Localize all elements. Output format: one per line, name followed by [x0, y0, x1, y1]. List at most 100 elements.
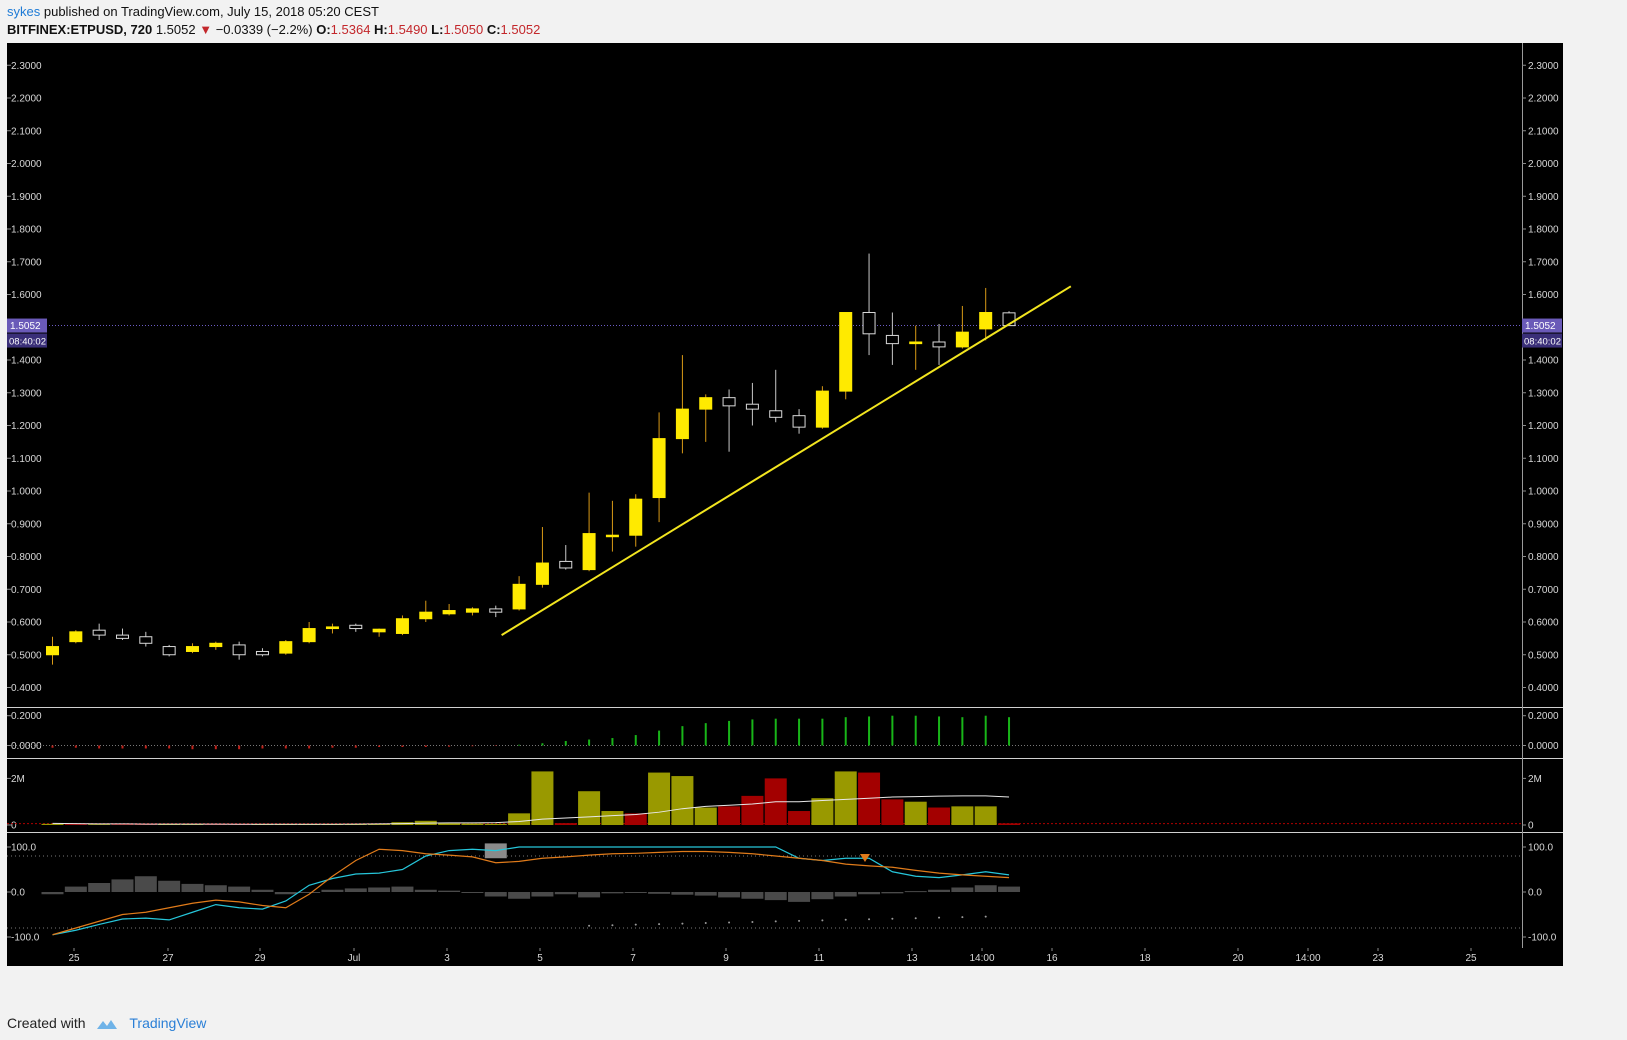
close-value: 1.5052: [500, 22, 541, 37]
volume-ma-line: [52, 795, 1010, 825]
open-value: 1.5364: [330, 22, 371, 37]
price-axis-label: 2.1000: [11, 126, 42, 137]
stoch-hist-bar: [461, 892, 484, 893]
volume-bar: [998, 823, 1021, 825]
price-axis-label: 2.3000: [11, 61, 42, 72]
price-axis-label: 1.0000: [11, 487, 42, 498]
volume-bar: [648, 772, 671, 825]
price-axis-label: 2.2000: [1528, 94, 1559, 105]
time-axis-label: 29: [254, 953, 266, 964]
stoch-dot: [844, 918, 847, 921]
volume-bar: [951, 806, 974, 825]
stoch-hist-bar: [834, 892, 857, 897]
price-axis-label: 2.2000: [11, 94, 42, 105]
stoch-d-line: [52, 848, 1010, 936]
candle: [209, 642, 223, 648]
current-price-label: 1.5052: [1525, 321, 1556, 332]
tradingview-link[interactable]: TradingView: [129, 1015, 207, 1031]
price-axis-label: 1.1000: [1528, 454, 1559, 465]
volume-bar: [111, 824, 134, 825]
candle: [419, 611, 433, 620]
stoch-hist-bar: [578, 892, 601, 898]
price-axis-label: 1.4000: [1528, 356, 1559, 367]
candle: [839, 312, 853, 392]
low-value: 1.5050: [443, 22, 484, 37]
open-label: O:: [316, 22, 331, 37]
candle: [932, 341, 946, 348]
price-change: −0.0339 (−2.2%): [215, 22, 313, 37]
price-axis-label: 1.8000: [11, 225, 42, 236]
price-axis-label: 1.3000: [11, 388, 42, 399]
stoch-axis-label: -100.0: [11, 933, 40, 944]
candle: [162, 646, 176, 656]
price-axis-label: 1.9000: [1528, 192, 1559, 203]
candle: [372, 628, 386, 633]
countdown-tag: [7, 333, 47, 348]
down-arrow-icon: ▼: [199, 22, 213, 37]
time-axis-label: 7: [630, 953, 636, 964]
last-price: 1.5052: [155, 22, 196, 37]
stoch-dot: [704, 922, 707, 925]
candle: [535, 562, 549, 585]
candle: [722, 397, 736, 407]
price-axis-label: 1.9000: [11, 192, 42, 203]
price-axis-label: 2.0000: [1528, 159, 1559, 170]
publish-text: published on TradingView.com, July 15, 2…: [43, 4, 379, 19]
price-axis-label: 2.3000: [1528, 61, 1559, 72]
stoch-hist-bar: [764, 892, 787, 901]
price-axis-label: 1.2000: [1528, 421, 1559, 432]
volume-bar: [531, 771, 554, 825]
momentum-axis-label: 0.2000: [1528, 711, 1559, 722]
momentum-axis-label: 0.0000: [1528, 741, 1559, 752]
volume-bar: [484, 823, 507, 825]
time-axis-label: 25: [68, 953, 80, 964]
candle: [605, 534, 619, 538]
candle: [69, 631, 83, 643]
volume-bar: [41, 823, 64, 825]
price-axis-label: 1.8000: [1528, 225, 1559, 236]
stoch-hist-bar: [391, 886, 414, 892]
stoch-dot: [774, 920, 777, 923]
volume-bar: [624, 813, 647, 825]
stoch-hist-bar: [251, 889, 274, 892]
author-link[interactable]: sykes: [7, 4, 41, 19]
candle: [909, 341, 923, 345]
candle: [442, 610, 456, 615]
price-axis-label: 0.4000: [1528, 683, 1559, 694]
price-axis-label: 0.4000: [11, 683, 42, 694]
price-axis-label: 0.9000: [1528, 519, 1559, 530]
volume-bar: [508, 813, 531, 825]
volume-bar: [741, 795, 764, 825]
candle: [302, 628, 316, 643]
symbol-label: BITFINEX:ETPUSD, 720: [7, 22, 153, 37]
momentum-axis-label: 0.0000: [11, 741, 42, 752]
stoch-dot: [588, 924, 591, 927]
stoch-hist-bar: [88, 883, 111, 892]
chart-canvas[interactable]: 2.3000 2.3000 2.2000 2.2000 2.1000 2.1000 2.00…: [0, 0, 1627, 1005]
low-label: L:: [431, 22, 444, 37]
candle: [582, 533, 596, 571]
right-axis-background: [1522, 43, 1563, 948]
volume-bar: [578, 791, 601, 825]
volume-bar: [694, 807, 717, 825]
high-value: 1.5490: [387, 22, 428, 37]
publish-info: sykes published on TradingView.com, July…: [7, 4, 379, 19]
time-axis-label: Jul: [348, 953, 361, 964]
created-with-text: Created with: [7, 1015, 86, 1031]
volume-bar: [858, 772, 881, 825]
candle: [979, 312, 993, 330]
candle: [629, 498, 643, 536]
stoch-hist-bar: [368, 887, 391, 892]
stoch-hist-bar: [858, 892, 881, 895]
stoch-hist-bar: [508, 892, 531, 899]
stoch-dot: [728, 921, 731, 924]
time-axis-label: 27: [162, 953, 174, 964]
stoch-dot: [611, 924, 614, 927]
volume-bar: [601, 811, 624, 825]
price-axis-label: 1.3000: [1528, 388, 1559, 399]
stoch-hist-bar: [438, 890, 461, 892]
stoch-hist-bar: [694, 892, 717, 896]
volume-bar: [88, 824, 111, 825]
candle: [675, 408, 689, 440]
candle: [699, 397, 713, 410]
